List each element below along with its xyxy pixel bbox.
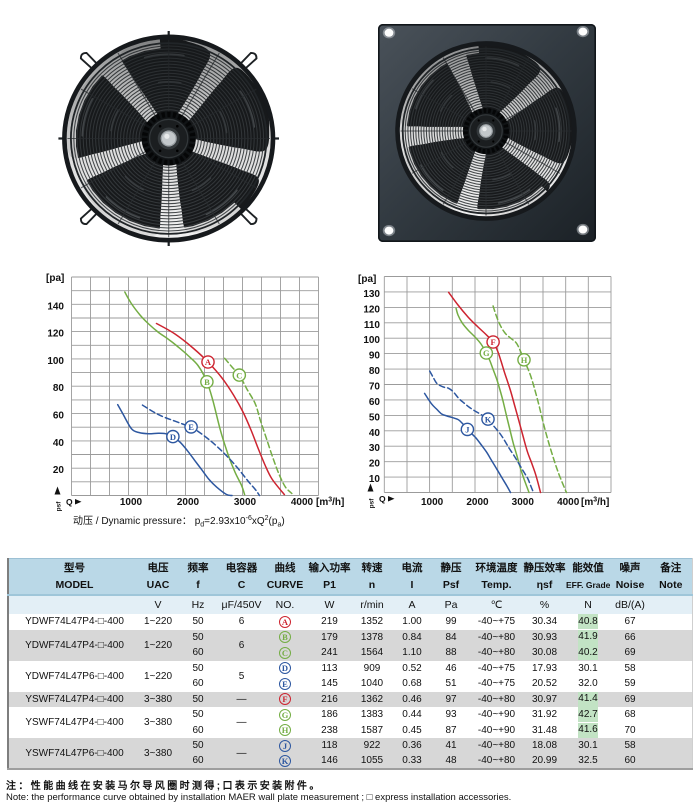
svg-text:K: K (485, 414, 492, 424)
svg-text:[m3/h]: [m3/h] (316, 497, 344, 509)
svg-text:110: 110 (364, 320, 381, 331)
svg-text:psf: psf (56, 501, 63, 512)
svg-text:10: 10 (369, 474, 381, 485)
svg-text:80: 80 (369, 366, 381, 377)
svg-text:1000: 1000 (421, 497, 444, 508)
svg-text:F: F (490, 337, 495, 347)
svg-text:100: 100 (363, 335, 380, 346)
svg-text:J: J (465, 425, 470, 435)
svg-text:120: 120 (47, 329, 64, 340)
svg-text:C: C (236, 370, 242, 380)
svg-text:20: 20 (53, 465, 65, 476)
svg-text:50: 50 (369, 412, 381, 423)
svg-text:60: 60 (369, 397, 381, 408)
svg-text:40: 40 (369, 428, 381, 439)
svg-text:[pa]: [pa] (46, 273, 64, 284)
svg-text:Q: Q (379, 494, 386, 504)
svg-text:40: 40 (53, 438, 65, 449)
svg-text:动压 / Dynamic pressure： pd=2.9: 动压 / Dynamic pressure： pd=2.93x10-6xQ2(p… (73, 515, 285, 529)
svg-text:120: 120 (363, 304, 380, 315)
svg-text:140: 140 (47, 301, 64, 312)
svg-text:E: E (188, 422, 194, 432)
svg-text:30: 30 (369, 443, 381, 454)
svg-text:90: 90 (369, 351, 381, 362)
svg-text:130: 130 (363, 289, 380, 300)
svg-text:Q: Q (66, 497, 73, 507)
svg-text:[m3/h]: [m3/h] (581, 497, 609, 509)
svg-text:4000: 4000 (557, 497, 580, 508)
svg-text:3000: 3000 (512, 497, 535, 508)
svg-text:70: 70 (369, 382, 381, 393)
svg-text:A: A (205, 357, 212, 367)
svg-text:G: G (483, 348, 490, 358)
svg-text:B: B (204, 377, 210, 387)
svg-text:D: D (170, 432, 176, 442)
svg-text:1000: 1000 (120, 497, 143, 508)
svg-text:[pa]: [pa] (358, 274, 376, 285)
svg-text:3000: 3000 (234, 497, 257, 508)
svg-text:4000: 4000 (291, 497, 314, 508)
svg-text:20: 20 (369, 459, 381, 470)
svg-text:100: 100 (47, 356, 64, 367)
svg-text:80: 80 (53, 383, 65, 394)
svg-text:psf: psf (369, 498, 376, 509)
svg-text:2000: 2000 (466, 497, 489, 508)
svg-text:60: 60 (53, 411, 65, 422)
svg-text:2000: 2000 (177, 497, 200, 508)
svg-text:H: H (521, 355, 528, 365)
